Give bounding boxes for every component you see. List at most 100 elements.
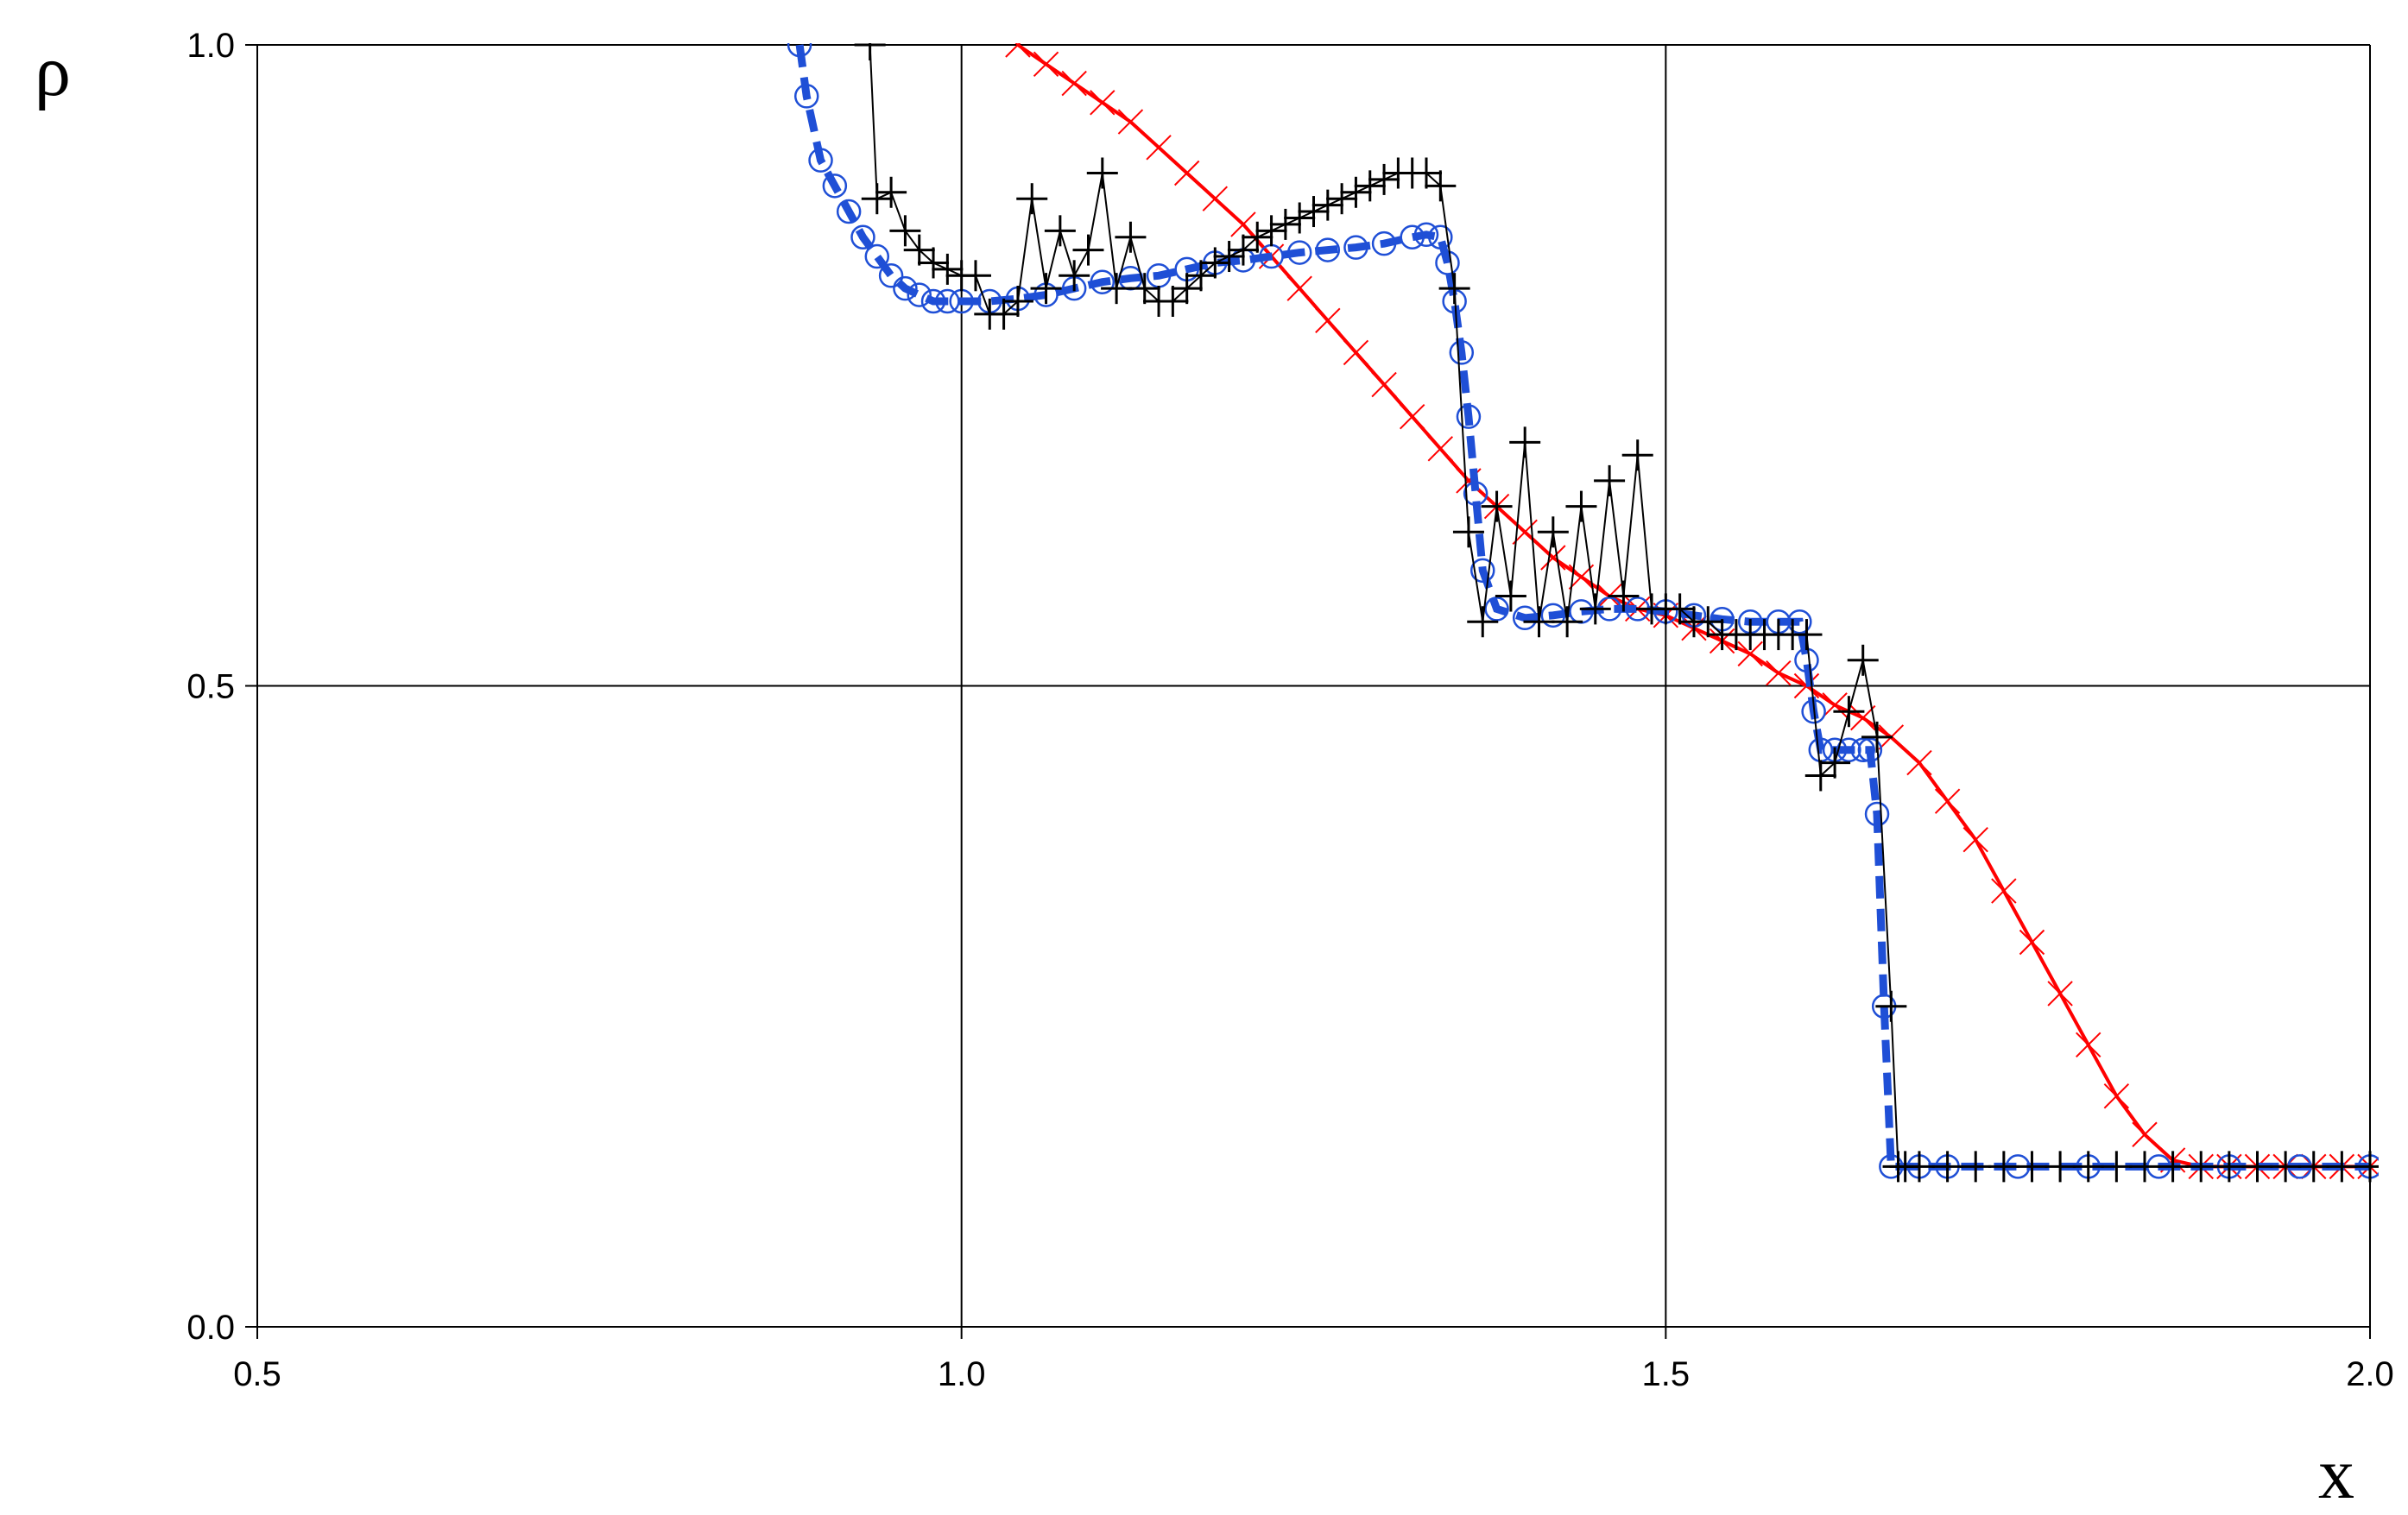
series-red-point — [1230, 211, 1256, 237]
series-blue-point — [1449, 340, 1475, 365]
series-black-point — [1804, 760, 1836, 792]
series-black-point — [1185, 260, 1217, 292]
y-tick-label: 0.5 — [186, 668, 235, 706]
series-blue-point — [1484, 597, 1509, 622]
series-red-marker-b — [1315, 307, 1341, 333]
series-red-point — [2132, 1121, 2158, 1147]
series-black-point — [1861, 721, 1893, 753]
series-black-point — [1594, 464, 1626, 496]
series-black-point — [988, 298, 1020, 330]
series-black-point — [1537, 516, 1569, 548]
series-red-marker-b — [1230, 211, 1256, 237]
series-red-point — [1146, 135, 1172, 161]
series-red-point — [1315, 307, 1341, 333]
series-blue-point — [1343, 235, 1368, 260]
series-red-marker-b — [1766, 660, 1792, 686]
series-red-point — [1090, 90, 1116, 116]
series-black-point — [2297, 1151, 2329, 1183]
series-blue-point — [1428, 224, 1453, 249]
series-black-point — [2270, 1151, 2302, 1183]
series-red-marker-b — [1117, 109, 1144, 135]
series-red-marker-b — [1934, 788, 1961, 814]
series-blue-point — [1787, 609, 1812, 634]
series-black-point — [1199, 247, 1231, 279]
axes — [245, 44, 2371, 1339]
x-axis-title: x — [2318, 1434, 2354, 1514]
series-black-point — [1213, 241, 1245, 273]
series-blue-point — [836, 199, 862, 224]
series-black-point — [1960, 1151, 1992, 1183]
series-blue-point — [920, 288, 946, 314]
series-black-point — [1664, 593, 1696, 625]
series-red-point — [1822, 692, 1848, 718]
series-red-marker-b — [2047, 981, 2073, 1007]
series-red-marker-b — [1343, 339, 1369, 366]
series-black-point — [1467, 606, 1499, 638]
series-black-point — [2128, 1151, 2160, 1183]
series-red-marker-b — [1540, 545, 1566, 571]
series-red-point — [1934, 788, 1961, 814]
series-blue-point — [1857, 737, 1883, 762]
series-black-point — [1819, 747, 1851, 779]
series-black-point — [1115, 221, 1147, 253]
series-blue-point — [808, 148, 833, 173]
series-red-point — [2047, 981, 2073, 1007]
series-red-point — [1991, 878, 2017, 904]
series-blue-point — [1470, 558, 1495, 584]
series-black-point — [1030, 273, 1062, 305]
series-red-marker-b — [1033, 51, 1059, 77]
series-black-point — [1354, 170, 1386, 202]
series-black-point — [1227, 234, 1259, 266]
series-blue-point — [1463, 481, 1488, 506]
series-black-point — [1621, 439, 1653, 471]
series-black-point — [1411, 157, 1443, 189]
series-black-point — [875, 176, 907, 208]
series-blue-point — [1435, 250, 1460, 275]
series-red-marker-b — [2019, 929, 2045, 956]
series-red-point — [1173, 160, 1200, 186]
series-black-point — [1284, 202, 1316, 234]
series-red-point — [1117, 109, 1144, 135]
series-black-point — [1608, 580, 1640, 612]
series-black-point — [1579, 593, 1611, 625]
tick-labels: 0.5 1.0 1.5 2.0 0.0 0.5 1.0 — [186, 27, 2393, 1393]
series-blue-point — [850, 224, 875, 249]
y-tick-label: 0.0 — [186, 1309, 235, 1347]
series-blue-point — [1315, 237, 1341, 262]
series-red-marker-b — [1427, 436, 1454, 462]
series-blue-point — [1850, 737, 1875, 762]
series-black-point — [2045, 1151, 2076, 1183]
series-black-point — [1692, 606, 1724, 638]
series-blue-point — [1090, 269, 1116, 294]
series-blue-point — [907, 282, 932, 307]
series-black-point — [1086, 157, 1118, 189]
series-red-point — [1343, 339, 1369, 366]
series-black-point — [1171, 273, 1203, 305]
series-red-marker-b — [1061, 70, 1087, 97]
series-black-point — [1495, 580, 1526, 612]
series-red-point — [1540, 545, 1566, 571]
series-black-point — [2185, 1151, 2217, 1183]
series-blue-point — [864, 243, 890, 269]
series-blue-point — [793, 84, 819, 109]
series-black-point — [1298, 196, 1330, 228]
x-tick-label: 1.5 — [1642, 1355, 1691, 1393]
series-red-marker-b — [1822, 692, 1848, 718]
series-black-point — [918, 247, 950, 279]
series-red-point — [2019, 929, 2045, 956]
series-red-point — [1371, 371, 1397, 398]
series-black-point — [2101, 1151, 2133, 1183]
grid-lines — [257, 44, 2371, 1327]
series-red-marker-b — [1090, 90, 1116, 116]
series-black-point — [1044, 215, 1076, 247]
series-red-marker-b — [1850, 704, 1876, 731]
series-red-point — [1005, 43, 1031, 58]
series-black-point — [2072, 1151, 2104, 1183]
series-black-point — [1101, 273, 1133, 305]
series-black-point — [1311, 189, 1343, 221]
series-black — [854, 43, 2379, 1183]
series-layer — [787, 43, 2379, 1183]
series-red-marker-b — [1399, 403, 1425, 430]
